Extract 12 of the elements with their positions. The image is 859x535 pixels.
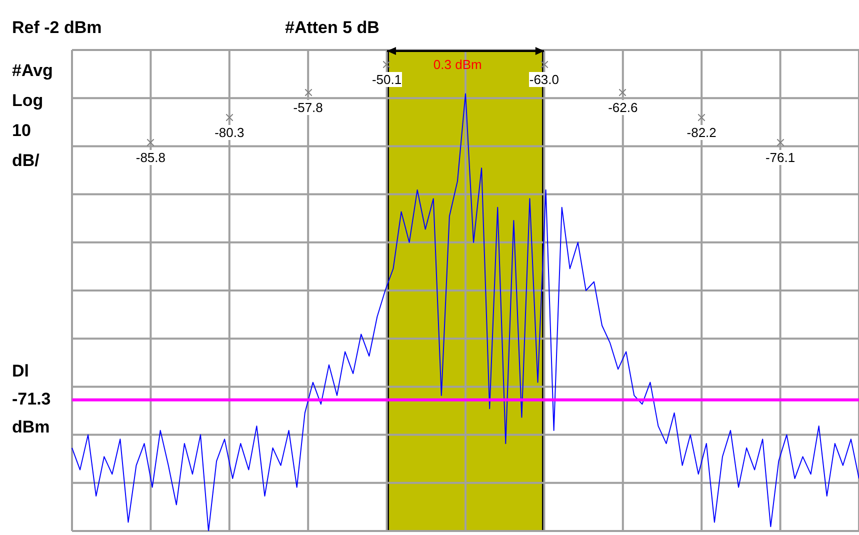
annotation: -57.8 <box>293 100 323 115</box>
text: #Atten 5 dB <box>285 18 380 38</box>
text: #Avg Log 10 dB/ <box>12 60 53 172</box>
annotation: -82.2 <box>686 125 716 140</box>
text: Ref -2 dBm <box>12 18 102 38</box>
annotation: -85.8 <box>136 150 166 165</box>
ref-line-label: Dl -71.3 dBm <box>12 362 51 437</box>
text: -63.0 <box>529 72 559 87</box>
annotation: -62.6 <box>608 100 638 115</box>
annotation: -76.1 <box>765 150 796 165</box>
text: -50.1 <box>372 72 402 87</box>
annotation: -80.3 <box>214 125 244 140</box>
